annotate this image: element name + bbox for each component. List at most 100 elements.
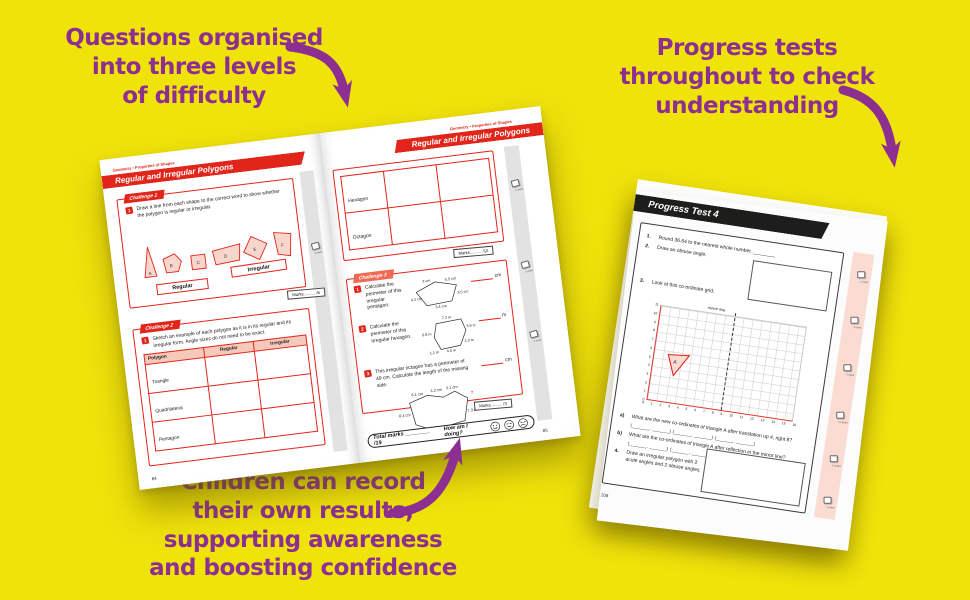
annotation-line: understanding: [655, 92, 839, 119]
grid-area: mirror line A: [646, 305, 807, 422]
side-label: 3 cm: [422, 279, 431, 284]
polygon-shapes: A B C D E F: [144, 232, 292, 279]
mark-cube-icon: [823, 496, 832, 504]
question-number: 2: [358, 324, 367, 334]
workbook-left-page: Geometry • Properties of Shapes Regular …: [99, 133, 361, 490]
question-number: 1: [353, 285, 362, 294]
table-row-label: Hexagon: [340, 171, 388, 214]
shape-a: [144, 246, 158, 279]
page-number: 84: [151, 475, 157, 482]
shape-b: [162, 253, 182, 274]
answer-blank: [477, 312, 501, 322]
page-number: 85: [542, 427, 548, 434]
answer-unit: cm: [504, 356, 513, 364]
question-text: Look at this co-ordinate grid.: [651, 278, 715, 295]
page-number: 108: [600, 492, 609, 499]
side-label: 5.5 cm: [445, 276, 457, 281]
triangle-a-label: A: [673, 360, 678, 367]
mirror-line-label: mirror line: [707, 305, 726, 313]
mark-cube-icon: [836, 411, 845, 419]
annotation-line: throughout to check: [619, 63, 875, 90]
question-number: 1.: [646, 233, 652, 240]
side-label: 7.2 m: [441, 315, 451, 320]
shape-c: [190, 253, 207, 271]
shape-letter: C: [196, 260, 201, 265]
mark-cube-label: 1 mark: [846, 373, 855, 378]
challenge-1-box: Challenge 1 1 Draw a line from each shap…: [116, 177, 307, 309]
progress-test-page: Progress Test 4 1 mark 1 mark 1 mark 2 m…: [588, 179, 888, 545]
shape-e: [243, 235, 268, 261]
sad-face-icon: [518, 417, 528, 428]
side-label: 8.4 cm: [399, 412, 411, 418]
challenge-3-box: Challenge 3 1 Calculate the perimeter of…: [345, 259, 524, 436]
side-label: 3.5 cm: [457, 289, 469, 294]
question-1: 1 Calculate the perimeter of this irregu…: [347, 261, 511, 320]
neutral-face-icon: [504, 419, 515, 430]
side-label: 4.2 cm: [411, 297, 423, 302]
polygon-table: Hexagon Octagon: [340, 158, 498, 251]
side-label: 3.9 m: [466, 323, 476, 328]
answer-unit: cm: [494, 272, 502, 279]
answer-line: cm: [480, 353, 512, 367]
question-number: 3.: [639, 277, 645, 284]
question-label: b): [616, 429, 623, 437]
annotation-line: and boosting confidence: [149, 555, 457, 582]
table-row-label: Pentagon: [152, 414, 216, 451]
question-number: 1: [141, 336, 150, 345]
annotation-line: Progress tests: [656, 35, 838, 61]
side-label: 1.1 m: [429, 350, 439, 355]
side-label: 7.3 cm: [467, 407, 479, 413]
mirror-line: [720, 313, 737, 411]
marks-box: Marks.......... /10: [453, 245, 494, 259]
hexagon-diagram: 7.2 m 3.9 m 2.3 m 4.5 m 1.1 m 6.8 m: [422, 315, 476, 355]
shape-letter: F: [281, 242, 285, 247]
table-row-label: Octagon: [345, 208, 393, 250]
challenge-2-box: Challenge 2 1 Sketch an example of each …: [132, 307, 326, 467]
mark-cube-label: 1 mark: [826, 505, 835, 510]
side-label: 4.5 m: [446, 348, 456, 353]
annotation-progress-tests: Progress tests throughout to check under…: [584, 34, 910, 120]
question-number: 3: [363, 369, 372, 378]
triangle-a: A: [667, 354, 691, 378]
shape-d: [211, 243, 241, 266]
workbook-right-page: Geometry • Properties of Shapes Regular …: [319, 106, 581, 463]
annotation-line: their own results,: [192, 497, 414, 524]
missing-side-label: ?: [471, 390, 475, 395]
annotation-line: into three levels: [91, 53, 297, 80]
happy-face-icon: [490, 421, 501, 431]
question-text: Calculate the perimeter of this irregula…: [369, 321, 412, 344]
side-label: 4.2 cm: [430, 387, 442, 393]
mark-cube-icon: [843, 364, 852, 372]
sketch-table: Polygon Regular Irregular Triangle Quadr…: [143, 334, 318, 451]
shape-letter: D: [224, 253, 229, 258]
question-number: 1: [125, 206, 134, 215]
mark-cube-label: 2 marks: [837, 420, 848, 425]
side-label: 6.1 cm: [411, 391, 423, 397]
mark-cube-label: 1 mark: [853, 325, 862, 330]
side-label: 3.1 cm: [446, 384, 458, 390]
answer-blank: [470, 273, 494, 282]
shape-letter: A: [148, 271, 152, 276]
how-am-i-doing: How am I doing?: [443, 423, 469, 439]
side-label: 2.3 m: [464, 338, 474, 343]
mark-cube-icon: [850, 316, 859, 324]
mark-cube-icon: [829, 455, 838, 463]
shape-letter: B: [170, 263, 174, 268]
annotation-line: of difficulty: [122, 82, 266, 109]
question-number: 2.: [644, 242, 650, 250]
mark-cube-icon: [857, 271, 866, 279]
answer-blank: [480, 357, 504, 367]
annotation-line: Questions organised: [65, 25, 323, 51]
mark-cube-label: 2 marks: [831, 464, 841, 468]
side-label: 3.4 cm: [435, 304, 447, 309]
question-text: Calculate the perimeter of this irregula…: [364, 281, 402, 311]
annotation-record-results: Children can record their own results, s…: [108, 468, 498, 583]
side-label: 6.8 m: [422, 332, 432, 337]
question-2: 2 Calculate the perimeter of this irregu…: [352, 300, 516, 364]
question-label: a): [619, 412, 625, 419]
workbook-spread: Geometry • Properties of Shapes Regular …: [99, 106, 581, 490]
question-number: 4.: [614, 447, 620, 455]
test-content-box: 1. Round 36.64 to the nearest whole numb…: [601, 222, 845, 514]
results-footer: Total marks ________ /19 How am I doing?: [366, 414, 536, 449]
